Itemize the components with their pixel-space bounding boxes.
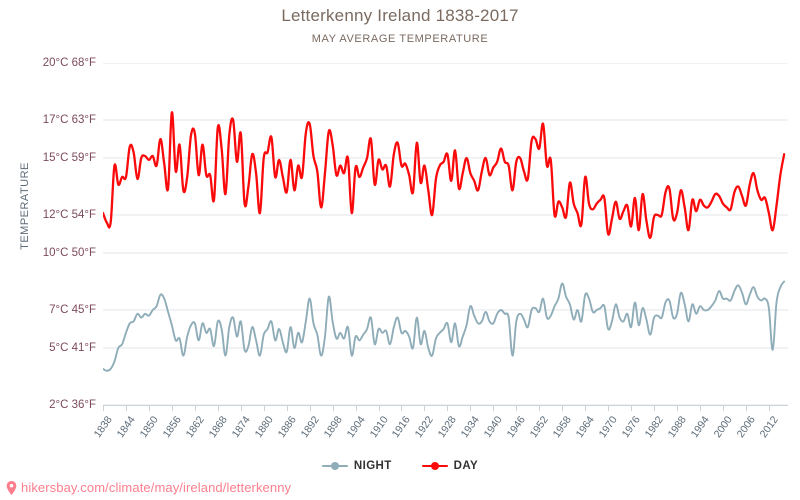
x-axis-tick <box>516 405 518 411</box>
x-axis-tick <box>286 405 288 411</box>
x-axis-tick-label: 1862 <box>183 414 207 441</box>
x-axis-tick <box>745 405 747 411</box>
x-axis-tick-label: 1970 <box>596 414 620 441</box>
x-axis-tick <box>263 405 265 411</box>
x-axis-tick <box>539 405 541 411</box>
legend-label-night: NIGHT <box>353 460 392 472</box>
x-axis-tick-label: 1988 <box>665 414 689 441</box>
x-axis-tick-label: 1922 <box>413 414 437 441</box>
x-axis-tick-label: 1952 <box>527 414 552 441</box>
series-line-day <box>101 111 786 239</box>
y-axis-tick-label: 10°C 50°F <box>42 247 96 259</box>
x-axis-tick-label: 1874 <box>229 414 253 441</box>
x-axis-tick <box>631 405 633 411</box>
x-axis-tick-label: 1880 <box>252 414 276 441</box>
x-axis-tick <box>768 405 770 411</box>
x-axis-tick <box>608 405 610 411</box>
series-line-night <box>102 280 786 372</box>
x-axis-tick-label: 1964 <box>573 414 598 441</box>
series-canvas <box>101 62 788 406</box>
x-axis-tick-label: 1946 <box>504 414 529 441</box>
x-axis-tick-label: 2000 <box>711 414 735 441</box>
x-axis-tick <box>585 405 587 411</box>
x-axis-tick <box>677 405 679 411</box>
source-url-text: hikersbay.com/climate/may/ireland/letter… <box>21 480 292 495</box>
x-axis-tick-label: 1940 <box>481 414 506 441</box>
x-axis-tick <box>171 405 173 411</box>
x-axis-tick-label: 1856 <box>160 414 184 441</box>
x-axis-tick-label: 1910 <box>367 414 391 441</box>
x-axis-tick-label: 1934 <box>458 414 483 441</box>
x-axis-tick-label: 1844 <box>114 414 138 441</box>
x-axis-tick-label: 1958 <box>550 414 575 441</box>
x-axis-tick-label: 1976 <box>619 414 643 441</box>
x-axis-tick-label: 1916 <box>390 414 414 441</box>
x-axis-tick <box>148 405 150 411</box>
legend-item-night[interactable]: NIGHT <box>321 460 392 472</box>
chart-subtitle: MAY AVERAGE TEMPERATURE <box>311 33 489 45</box>
line-marker-icon <box>321 461 348 471</box>
x-axis-tick <box>355 405 357 411</box>
x-axis-tick <box>125 405 127 411</box>
x-axis-tick-label: 1982 <box>642 414 666 441</box>
x-axis-tick <box>194 405 196 411</box>
y-axis-tick-label: 2°C 36°F <box>49 399 96 411</box>
location-pin-icon <box>6 480 17 495</box>
y-axis-tick-label: 5°C 41°F <box>49 342 96 354</box>
y-axis-tick-label: 17°C 63°F <box>42 114 96 126</box>
x-axis-tick-label: 1892 <box>298 414 322 441</box>
x-axis-tick <box>378 405 380 411</box>
y-axis-tick-label: 15°C 59°F <box>42 152 96 164</box>
x-axis-tick <box>562 405 564 411</box>
source-watermark[interactable]: hikersbay.com/climate/may/ireland/letter… <box>6 480 291 495</box>
x-axis-tick <box>722 405 724 411</box>
x-axis-line <box>103 405 788 406</box>
x-axis-tick-label: 1928 <box>436 414 460 441</box>
x-axis-tick-label: 1850 <box>137 414 161 441</box>
x-axis-tick <box>240 405 242 411</box>
y-axis-tick-label: 20°C 68°F <box>42 57 96 69</box>
line-marker-icon <box>421 461 448 471</box>
x-axis-tick-label: 1904 <box>344 414 368 441</box>
y-axis-tick-label: 12°C 54°F <box>42 209 96 221</box>
chart-legend: NIGHT DAY <box>0 460 800 472</box>
y-axis-tick-label: 7°C 45°F <box>49 304 96 316</box>
x-axis-tick-label: 2012 <box>757 414 781 441</box>
x-axis-tick <box>493 405 495 411</box>
x-axis-tick-label: 1868 <box>206 414 230 441</box>
legend-label-day: DAY <box>453 460 479 472</box>
x-axis-tick-label: 1838 <box>91 414 115 441</box>
legend-item-day[interactable]: DAY <box>421 460 479 472</box>
x-axis-tick <box>699 405 701 411</box>
x-axis-tick <box>447 405 449 411</box>
x-axis-tick <box>470 405 472 411</box>
page-title: Letterkenny Ireland 1838-2017 <box>281 6 519 25</box>
x-axis-tick <box>332 405 334 411</box>
x-axis-tick <box>217 405 219 411</box>
x-axis-tick-label: 1994 <box>688 414 712 441</box>
plot-area <box>101 62 788 406</box>
x-axis-tick-label: 2006 <box>734 414 758 441</box>
x-axis-tick <box>424 405 426 411</box>
x-axis-tick-label: 1898 <box>321 414 345 441</box>
x-axis-tick <box>309 405 311 411</box>
x-axis-tick <box>401 405 403 411</box>
x-axis-tick <box>654 405 656 411</box>
x-axis-tick <box>103 405 104 411</box>
x-axis-tick-label: 1886 <box>275 414 299 441</box>
